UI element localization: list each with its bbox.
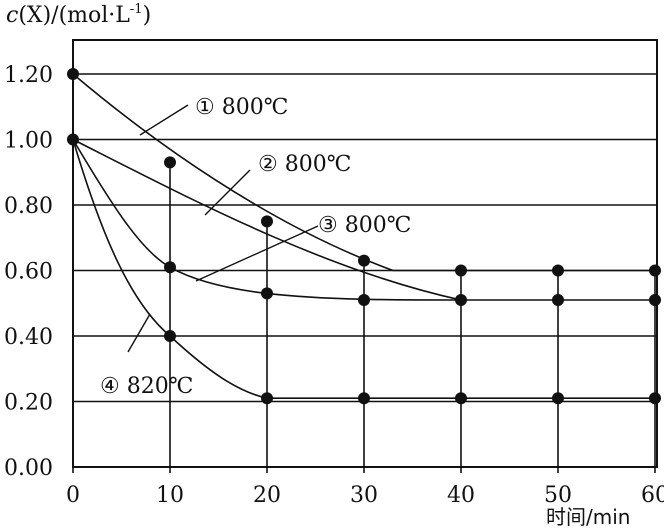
point-s4-x30	[358, 392, 370, 405]
xtick-label-4: 40	[447, 483, 475, 508]
xtick-label-2: 20	[253, 483, 281, 508]
point-s2-x40	[455, 293, 467, 306]
point-s4-x50	[552, 392, 564, 405]
leader-3	[195, 225, 319, 282]
point-s4-x10	[164, 330, 176, 342]
point-s2-x0	[67, 133, 79, 146]
curve-series-3	[72, 139, 655, 301]
point-s3-x20	[261, 287, 273, 300]
series-label-1: ① 800℃	[195, 95, 288, 120]
series-labels: ① 800℃ ② 800℃ ③ 800℃ ④ 820℃	[100, 95, 411, 399]
xtick-label-3: 30	[350, 483, 378, 508]
point-s4-x20	[261, 392, 273, 405]
ytick-label-0: 0.00	[4, 456, 53, 481]
data-points	[67, 68, 661, 405]
x-axis-label: 时间/min	[546, 505, 630, 528]
tick-labels: 0.00 0.20 0.40 0.60 0.80 1.00 1.20 0 10 20 30 40 50 6…	[4, 63, 664, 508]
point-s1-x30	[358, 254, 370, 267]
plot-frame	[72, 39, 658, 468]
point-s1-x20	[261, 215, 273, 228]
point-s2-x50	[552, 293, 564, 306]
ytick-label-5: 1.00	[4, 129, 53, 154]
leader-4	[127, 313, 151, 353]
point-extra-x40	[455, 264, 467, 277]
curve-series-2	[72, 138, 462, 301]
xtick-label-5: 50	[544, 483, 572, 508]
y-axis-label: c(X)/(mol·L-1)	[6, 2, 151, 28]
xtick-label-0: 0	[66, 483, 80, 508]
xtick-label-1: 10	[156, 483, 184, 508]
point-s1-x10	[164, 156, 176, 169]
point-s1-x0	[67, 68, 79, 80]
curve-series-1	[72, 73, 394, 272]
leader-1	[139, 104, 189, 136]
ytick-label-1: 0.20	[4, 391, 53, 416]
point-s4-x40	[455, 392, 467, 405]
ytick-label-4: 0.80	[4, 194, 53, 219]
point-s3-x30	[358, 293, 370, 306]
series-label-2: ② 800℃	[258, 152, 351, 177]
ytick-label-2: 0.40	[4, 325, 53, 350]
series-label-4: ④ 820℃	[100, 374, 193, 399]
point-extra-x60	[649, 264, 661, 277]
drop-lines	[169, 162, 656, 467]
leader-2	[204, 169, 251, 216]
ytick-label-3: 0.60	[4, 260, 53, 285]
xtick-label-6: 60	[641, 483, 664, 508]
series-label-3: ③ 800℃	[318, 213, 411, 238]
point-s4-x60	[649, 392, 661, 405]
point-s3-x10	[164, 261, 176, 274]
ytick-label-6: 1.20	[4, 63, 53, 88]
leader-lines	[127, 104, 319, 353]
point-s2-x60	[649, 293, 661, 306]
point-extra-x50	[552, 264, 564, 277]
